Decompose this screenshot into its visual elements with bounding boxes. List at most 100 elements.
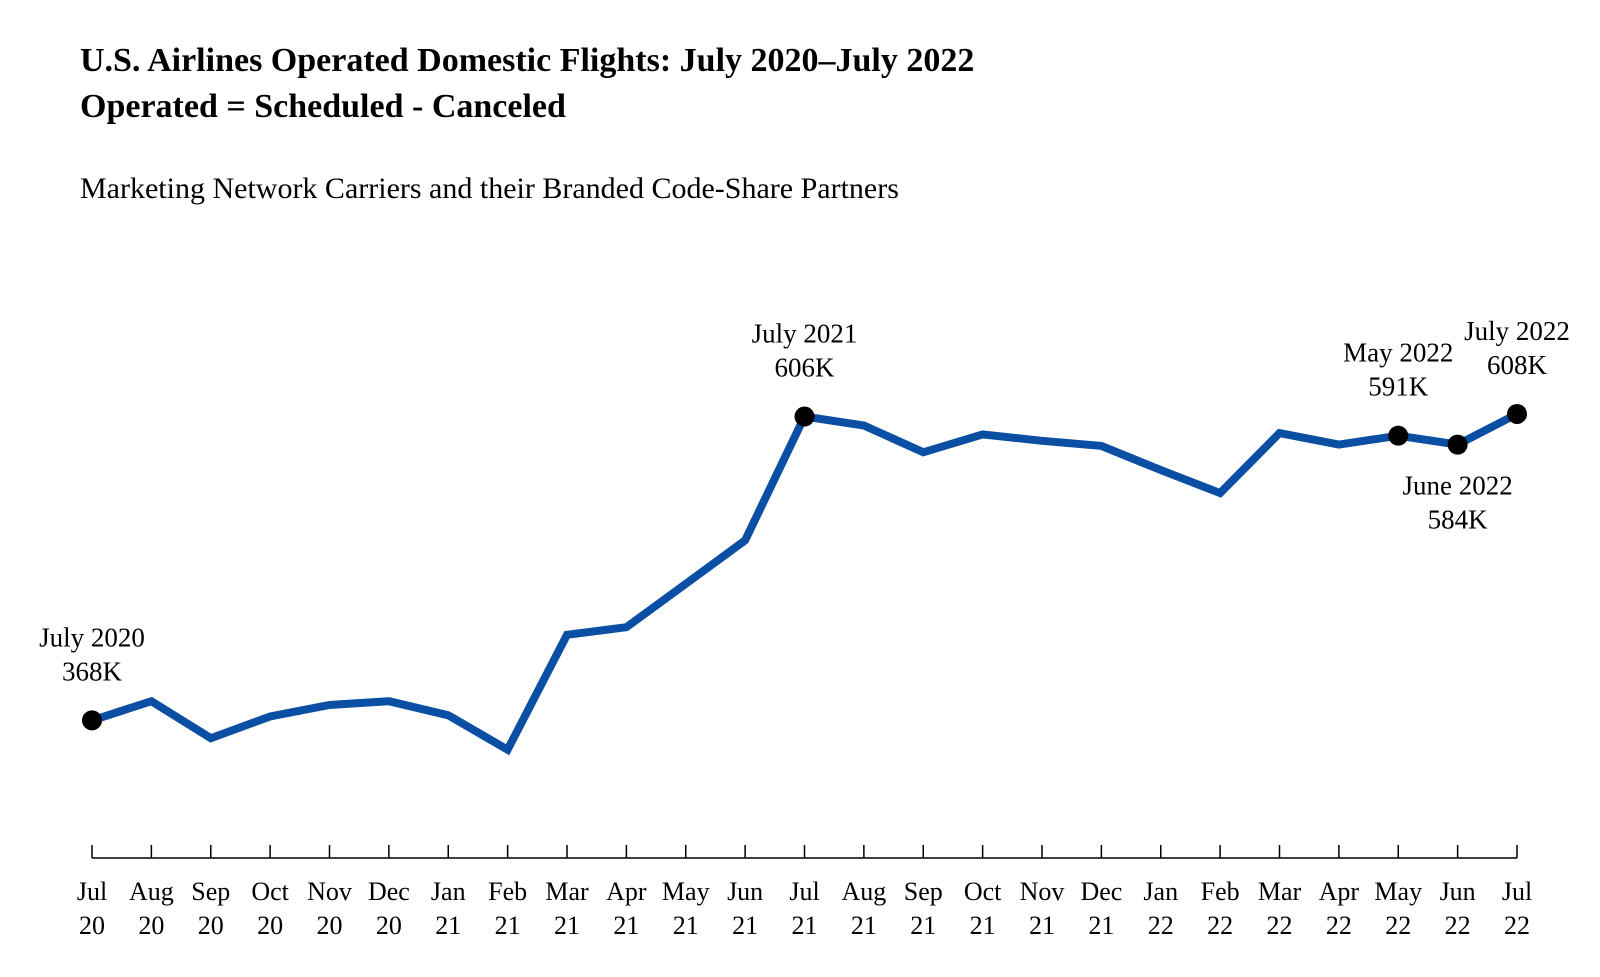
x-tick-label-year: 21	[1088, 911, 1114, 940]
x-tick-label-month: Jan	[431, 877, 466, 906]
x-tick-label: Jun 21	[727, 877, 763, 940]
x-tick-label-month: Dec	[1080, 877, 1122, 906]
data-point-marker	[82, 710, 102, 731]
x-tick-label: Feb 21	[488, 877, 527, 940]
x-axis: Jul 20 Aug 20 Sep 20 Oct 20 Nov 20 Dec 20 Jan 21 Feb 21…	[77, 845, 1532, 940]
data-label-date: July 2022	[1464, 316, 1570, 346]
x-tick-label-month: Aug	[841, 877, 886, 906]
data-point-marker	[1507, 403, 1527, 424]
x-tick-label-year: 22	[1207, 911, 1233, 940]
x-tick-label: Nov 20	[307, 877, 352, 940]
data-point-marker	[1447, 434, 1468, 455]
data-point-marker	[794, 406, 815, 427]
x-tick-label-month: Apr	[1319, 877, 1360, 906]
x-tick-label-year: 21	[673, 911, 699, 940]
x-tick-label: Jul 22	[1502, 877, 1532, 940]
x-tick-label-month: Mar	[1258, 877, 1302, 906]
x-tick-label: Jan 22	[1143, 877, 1178, 940]
data-label: July 2021 606K	[752, 319, 858, 383]
x-tick-label-month: Sep	[904, 877, 943, 906]
x-tick-label-year: 22	[1148, 911, 1174, 940]
x-tick-label-month: Oct	[964, 877, 1002, 906]
x-tick-label-year: 21	[554, 911, 580, 940]
x-tick-label-year: 21	[851, 911, 877, 940]
x-tick-label-month: Jun	[727, 877, 763, 906]
data-point-marker	[1388, 425, 1409, 446]
x-tick-label-year: 22	[1326, 911, 1352, 940]
data-label-date: July 2020	[39, 622, 145, 652]
x-tick-label-month: Nov	[307, 877, 352, 906]
x-tick-label-year: 20	[376, 911, 402, 940]
data-label-value: 608K	[1487, 350, 1548, 380]
data-label: July 2020 368K	[39, 622, 145, 686]
x-tick-label-month: Aug	[129, 877, 174, 906]
x-tick-label-year: 20	[317, 911, 343, 940]
x-tick-label: Feb 22	[1201, 877, 1240, 940]
x-tick-label-year: 22	[1267, 911, 1293, 940]
x-tick-label-month: Jul	[1502, 877, 1532, 906]
x-tick-label: Apr 22	[1319, 877, 1360, 940]
x-tick-label-year: 20	[79, 911, 105, 940]
x-tick-label: Jun 22	[1440, 877, 1476, 940]
chart-title: U.S. Airlines Operated Domestic Flights:…	[80, 42, 975, 79]
x-tick-label-year: 22	[1504, 911, 1530, 940]
x-tick-label: Dec 20	[368, 877, 410, 940]
data-label-date: July 2021	[752, 319, 858, 349]
x-tick-label: Mar 21	[545, 877, 589, 940]
chart-subtitle: Marketing Network Carriers and their Bra…	[80, 172, 899, 205]
x-tick-label-month: Nov	[1020, 877, 1065, 906]
data-label-value: 584K	[1428, 505, 1489, 535]
x-tick-label-month: Oct	[251, 877, 289, 906]
x-tick-label: Jul 21	[789, 877, 819, 940]
x-tick-label: May 21	[662, 877, 710, 940]
x-tick-label-month: Jul	[789, 877, 819, 906]
data-label-date: June 2022	[1403, 471, 1513, 501]
x-tick-label-year: 21	[732, 911, 758, 940]
chart-title-line2: Operated = Scheduled - Canceled	[80, 88, 566, 125]
x-tick-label-month: Sep	[191, 877, 230, 906]
x-tick-label: Sep 20	[191, 877, 230, 940]
data-label-value: 606K	[775, 353, 836, 383]
x-tick-label: May 22	[1374, 877, 1422, 940]
annotation-labels: July 2020 368K July 2021 606K May 2022 591K Ju…	[39, 316, 1570, 686]
x-tick-label-month: Jan	[1143, 877, 1178, 906]
data-label: July 2022 608K	[1464, 316, 1570, 380]
data-label: June 2022 584K	[1403, 471, 1513, 535]
x-tick-label-month: May	[662, 877, 710, 906]
x-tick-label-year: 20	[198, 911, 224, 940]
x-tick-label: Dec 21	[1080, 877, 1122, 940]
x-tick-label-year: 21	[613, 911, 639, 940]
x-tick-label-month: May	[1374, 877, 1422, 906]
x-tick-label-month: Jul	[77, 877, 107, 906]
x-tick-label-year: 20	[257, 911, 283, 940]
x-tick-label: Sep 21	[904, 877, 943, 940]
data-label-date: May 2022	[1343, 338, 1453, 368]
x-tick-label: Nov 21	[1020, 877, 1065, 940]
x-tick-label-month: Jun	[1440, 877, 1476, 906]
x-tick-label-month: Dec	[368, 877, 410, 906]
x-tick-label-year: 21	[435, 911, 461, 940]
x-tick-label: Oct 20	[251, 877, 289, 940]
series-line-layer	[90, 410, 1519, 756]
x-tick-label: Aug 20	[129, 877, 174, 940]
data-label-value: 368K	[62, 656, 123, 686]
x-tick-label: Aug 21	[841, 877, 886, 940]
data-label: May 2022 591K	[1343, 338, 1453, 402]
x-tick-label-year: 20	[138, 911, 164, 940]
x-tick-label-year: 21	[970, 911, 996, 940]
x-tick-label-month: Feb	[488, 877, 527, 906]
x-tick-label-year: 21	[1029, 911, 1055, 940]
annotation-markers	[82, 403, 1527, 731]
x-tick-label: Apr 21	[606, 877, 647, 940]
x-tick-label-year: 22	[1385, 911, 1411, 940]
data-label-value: 591K	[1368, 372, 1429, 402]
x-tick-label: Mar 22	[1258, 877, 1302, 940]
x-tick-label-month: Mar	[545, 877, 589, 906]
x-tick-label-month: Feb	[1201, 877, 1240, 906]
x-tick-label: Jan 21	[431, 877, 466, 940]
x-tick-label-month: Apr	[606, 877, 647, 906]
x-tick-label-year: 21	[495, 911, 521, 940]
series-line	[90, 410, 1519, 756]
x-tick-label-year: 22	[1445, 911, 1471, 940]
